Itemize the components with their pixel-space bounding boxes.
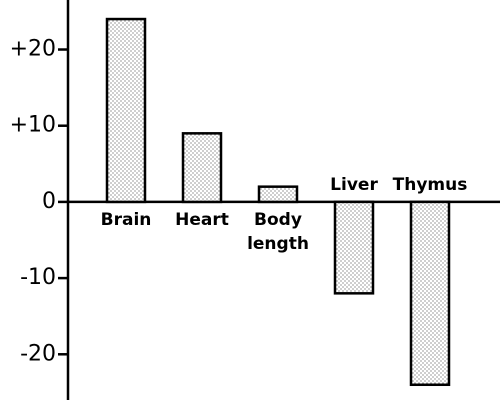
- bar: [105, 17, 147, 204]
- x-tick-label: Liver: [330, 175, 378, 195]
- y-tick-label: 0: [42, 189, 56, 214]
- x-tick-label: Brain: [101, 210, 152, 230]
- bar: [257, 185, 299, 204]
- x-tick-label: Heart: [175, 210, 229, 230]
- y-tick-label: -10: [20, 265, 56, 290]
- x-tick-label: Thymus: [393, 175, 468, 195]
- y-tick-label: +10: [10, 113, 56, 138]
- y-tick-label: -20: [20, 341, 56, 366]
- y-tick-label: +20: [10, 37, 56, 62]
- x-tick-label: Body length: [247, 210, 309, 254]
- bar: [181, 132, 223, 204]
- bar: [409, 200, 451, 387]
- bar: [333, 200, 375, 295]
